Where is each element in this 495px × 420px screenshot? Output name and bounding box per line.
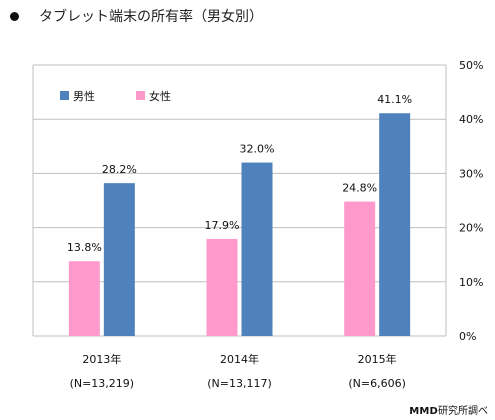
data-label: 17.9% [205,219,240,232]
bar-female [344,201,376,336]
y-tick-label: 10% [459,276,483,289]
data-label: 13.8% [67,241,102,254]
y-tick-label: 50% [459,59,483,72]
bar-female [206,238,238,336]
chart-title-row: タブレット端末の所有率（男女別） [10,6,263,26]
data-label: 24.8% [342,182,377,195]
data-label: 41.1% [377,93,412,106]
legend-swatch-female [136,91,145,100]
bullet-icon [10,11,19,21]
y-tick-label: 40% [459,113,483,126]
bar-female [68,261,100,336]
data-label: 32.0% [240,143,275,156]
data-label: 28.2% [102,163,137,176]
y-tick-label: 30% [459,167,483,180]
bar-male [103,183,135,336]
y-tick-label: 20% [459,222,483,235]
source-text: 研究所調べ [438,406,488,417]
legend-label: 男性 [73,89,95,103]
source-brand: MMD [409,406,438,417]
x-tick-note: (N=6,606) [348,377,406,390]
bar-male [379,113,411,336]
x-tick-note: (N=13,117) [207,377,272,390]
legend-label: 女性 [149,89,171,103]
x-tick-note: (N=13,219) [70,377,135,390]
legend-swatch-male [60,91,69,100]
chart-title: タブレット端末の所有率（男女別） [39,9,263,25]
x-tick-label: 2015年 [358,352,397,366]
source-credit: MMD研究所調べ [409,402,488,417]
y-tick-label: 0% [459,330,476,343]
bar-male [241,162,273,336]
x-tick-label: 2014年 [220,352,259,366]
x-tick-label: 2013年 [82,352,121,366]
